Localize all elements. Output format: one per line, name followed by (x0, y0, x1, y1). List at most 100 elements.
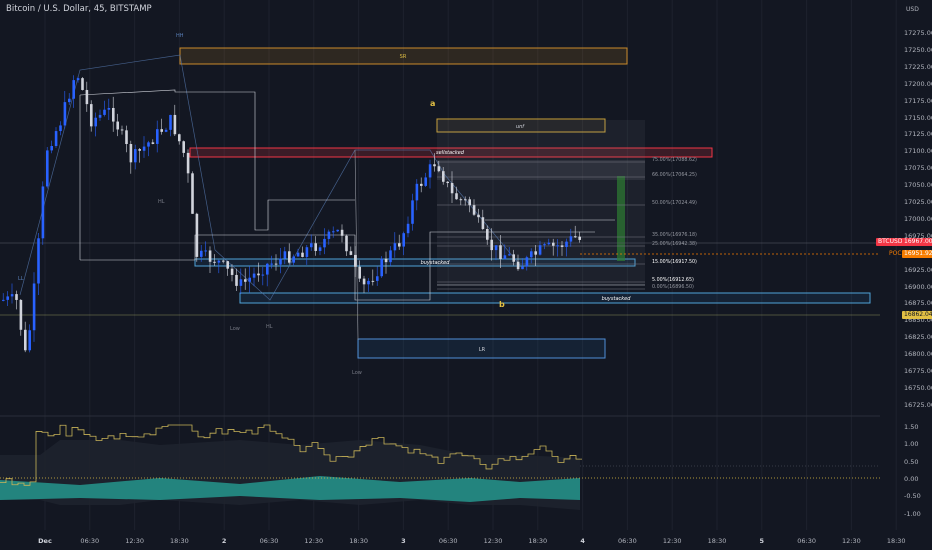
candle-body (327, 231, 331, 239)
candle-body (151, 142, 155, 144)
time-tick: 18:30 (349, 537, 368, 545)
candle-body (244, 279, 247, 282)
candle-body (314, 243, 317, 251)
price-tick: 17200.00 (904, 79, 932, 88)
swing-hh: HH (176, 33, 184, 39)
candle-body (32, 283, 36, 331)
osc-tick: 0.00 (904, 474, 919, 483)
candle-body (569, 236, 573, 242)
candle-body (129, 144, 133, 163)
candle-body (521, 266, 524, 270)
time-tick: Dec (38, 537, 52, 545)
candle-body (477, 214, 480, 218)
candle-body (2, 299, 5, 301)
candle-body (46, 150, 49, 187)
candle-body (125, 130, 128, 145)
candle-body (503, 255, 507, 260)
price-tick: 16875.00 (904, 299, 932, 308)
time-tick: 5 (759, 537, 765, 545)
candle-body (384, 258, 388, 263)
candle-body (217, 260, 221, 263)
candle-body (336, 229, 339, 232)
price-tick: 17125.00 (904, 130, 932, 139)
chart-title: Bitcoin / U.S. Dollar, 45, BITSTAMP (6, 4, 152, 14)
candle-body (239, 279, 243, 286)
candle-body (508, 254, 511, 256)
osc-tick: 1.50 (904, 423, 919, 431)
candle-body (512, 254, 515, 262)
price-tick: 16800.00 (904, 350, 932, 359)
time-tick: 18:30 (528, 537, 548, 545)
price-axis[interactable]: 17275.00 17250.00 17225.00 17200.00 17175.00… (868, 0, 932, 530)
candle-body (301, 252, 304, 257)
candle-body (138, 149, 141, 151)
candle-body (200, 250, 203, 257)
price-tick: 16850.00 (904, 316, 932, 325)
sr-label: SR (400, 54, 407, 60)
candle-body (15, 294, 18, 300)
price-tick: 17025.00 (904, 198, 932, 206)
fib-level-label: 35.00%(16976.18) (652, 232, 697, 238)
poc-tag: POC (889, 250, 902, 257)
time-tick: 18:30 (707, 537, 727, 545)
candle-body (213, 261, 216, 263)
candle-body (288, 251, 291, 263)
candle-body (72, 80, 75, 99)
candle-body (85, 89, 89, 105)
candle-body (530, 251, 533, 258)
candle-body (323, 238, 326, 248)
price-tick: 16925.00 (904, 265, 932, 274)
candle-body (252, 273, 256, 278)
candle-body (76, 78, 80, 81)
buystacked-label: buystacked (421, 260, 451, 266)
price-tick: 16750.00 (904, 383, 932, 392)
candle-body (472, 205, 476, 215)
candle-body (560, 245, 564, 247)
candle-body (578, 236, 581, 240)
candlestick-series (2, 75, 581, 353)
candle-body (318, 247, 322, 251)
candle-body (270, 263, 273, 265)
candle-body (389, 250, 392, 263)
candle-body (332, 231, 335, 233)
candle-body (420, 183, 423, 186)
fib-box (437, 120, 645, 285)
candle-body (279, 258, 282, 265)
time-tick: 12:30 (125, 537, 144, 545)
swing-hl2: HL (266, 324, 273, 330)
candle-body (402, 233, 405, 247)
candle-body (81, 78, 84, 90)
price-tick: 17175.00 (904, 96, 932, 105)
price-tick: 16825.00 (904, 333, 932, 342)
price-tick: 17100.00 (904, 147, 932, 156)
fib-level-label: 5.00%(16912.65) (652, 277, 694, 283)
candle-body (222, 260, 225, 262)
candle-body (41, 186, 45, 239)
candle-body (406, 223, 410, 234)
fib-level-label: 0.00%(16896.50) (652, 284, 694, 290)
candle-body (556, 245, 559, 247)
symbol-tag: BTCUSD (876, 238, 905, 246)
price-tick: 16900.00 (904, 282, 932, 291)
candle-body (481, 217, 485, 229)
candle-body (371, 280, 375, 282)
time-tick: 18:30 (886, 537, 906, 545)
candle-body (490, 239, 493, 251)
candle-body (411, 200, 414, 224)
unf-label: unf (516, 124, 525, 130)
oscillator-pane (0, 424, 880, 510)
fib-level-label: 66.00%(17064.25) (652, 172, 697, 178)
candle-body (538, 245, 542, 255)
time-tick: 2 (221, 537, 227, 545)
buystacked2-zone (239, 292, 871, 304)
candle-body (54, 131, 58, 146)
candle-body (362, 278, 366, 285)
candle-body (37, 238, 40, 284)
candle-body (230, 268, 234, 275)
candle-body (19, 299, 23, 330)
candle-body (235, 274, 238, 286)
fib-level-label: 75.00%(17088.62) (652, 157, 697, 163)
time-tick: 06:30 (259, 537, 279, 545)
time-tick: 18:30 (170, 537, 189, 545)
